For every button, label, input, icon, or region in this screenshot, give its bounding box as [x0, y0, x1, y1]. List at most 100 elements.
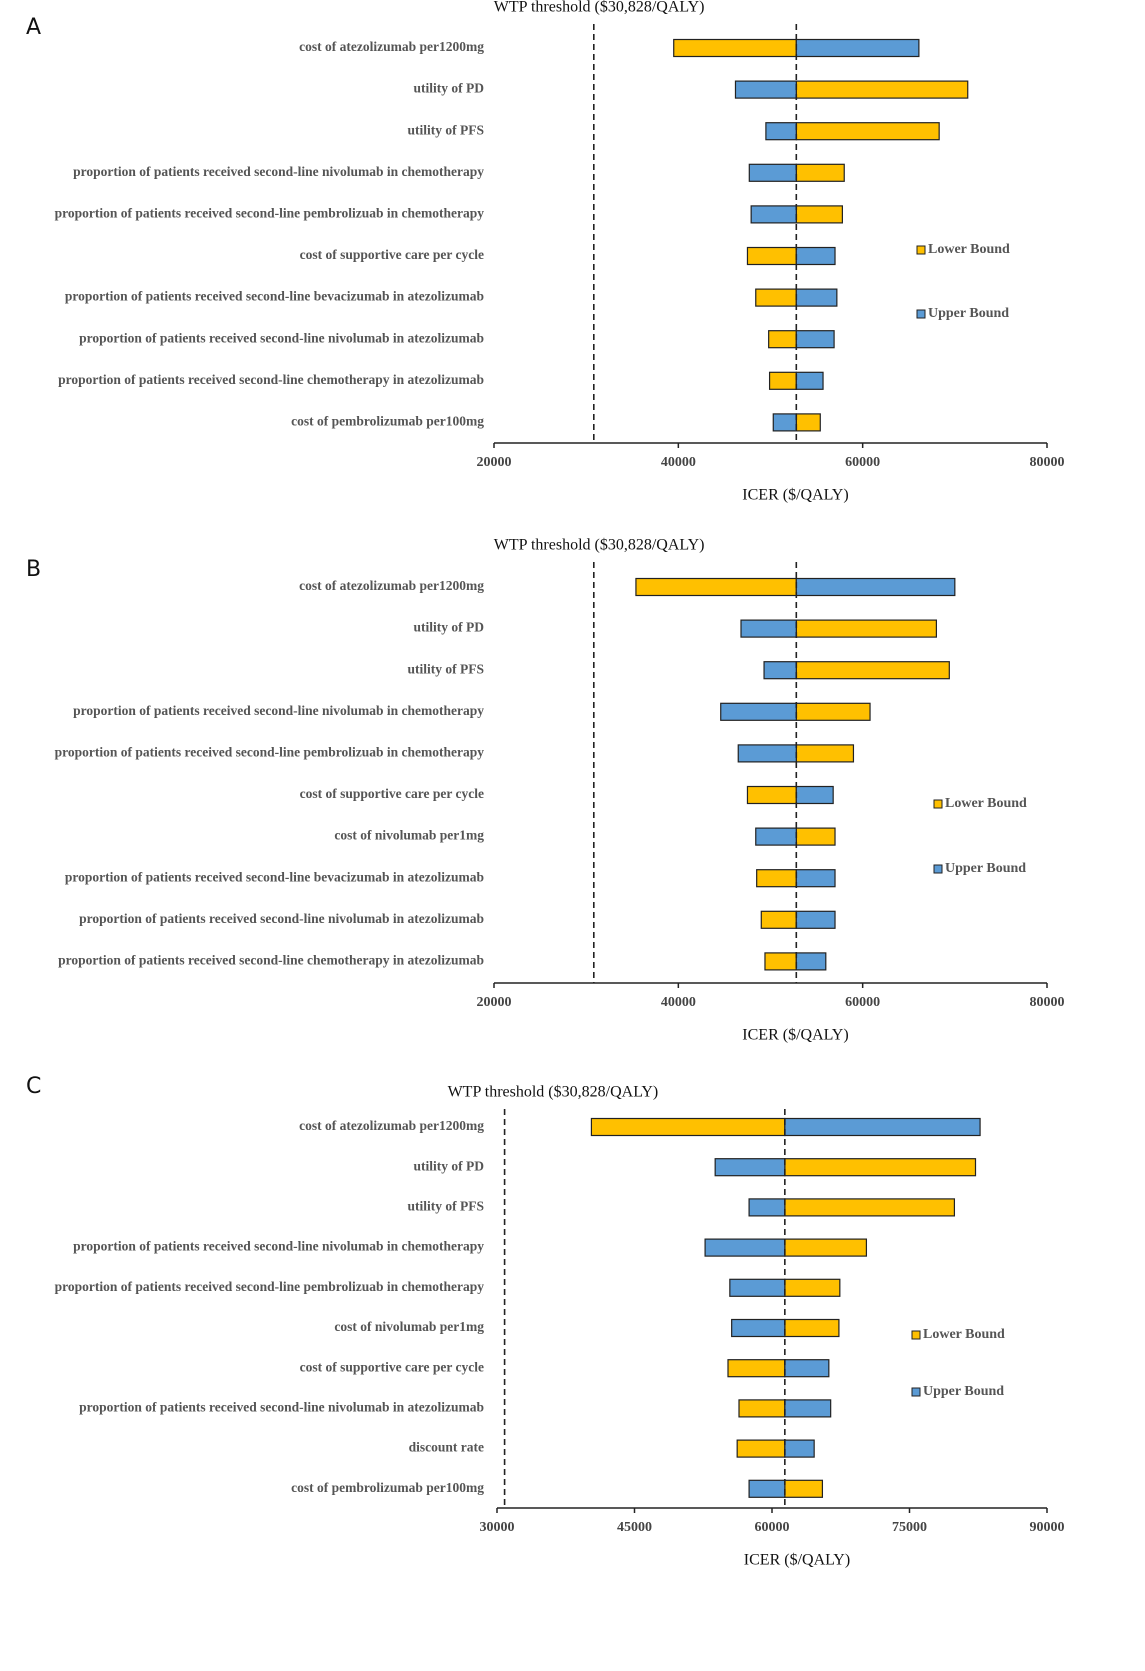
legend-swatch [933, 799, 943, 809]
category-label: proportion of patients received second-l… [58, 372, 484, 387]
category-label: cost of supportive care per cycle [300, 247, 484, 262]
bar [746, 246, 797, 266]
bar [720, 702, 797, 721]
category-label: proportion of patients received second-l… [79, 330, 484, 345]
category-label: cost of atezolizumab per1200mg [299, 39, 484, 54]
x-tick-label: 90000 [1030, 1520, 1065, 1535]
bar [784, 1117, 981, 1137]
x-tick-label: 30000 [480, 1520, 515, 1535]
x-tick-label: 40000 [661, 455, 696, 470]
bar [704, 1238, 786, 1257]
panel-label: A [26, 15, 41, 40]
category-label: cost of atezolizumab per1200mg [299, 1118, 484, 1133]
bar [784, 1238, 868, 1257]
threshold-label: WTP threshold ($30,828/QALY) [494, 0, 705, 16]
category-label: proportion of patients received second-l… [65, 869, 484, 884]
bar [795, 80, 969, 99]
x-tick-label: 20000 [477, 995, 512, 1010]
bar [590, 1117, 786, 1137]
legend-label: Upper Bound [928, 306, 1009, 321]
bar [764, 952, 797, 971]
bar [714, 1158, 786, 1177]
bar [737, 744, 797, 763]
bar [795, 785, 834, 805]
bar [795, 952, 827, 971]
bar [795, 869, 836, 888]
category-label: cost of supportive care per cycle [300, 1359, 484, 1374]
category-label: proportion of patients received second-l… [73, 1239, 484, 1254]
category-label: proportion of patients received second-l… [79, 1399, 484, 1414]
legend-label: Upper Bound [945, 861, 1026, 876]
bar [795, 827, 836, 846]
bar [748, 1479, 786, 1498]
bar [748, 1198, 786, 1217]
x-tick-label: 60000 [845, 455, 880, 470]
bar [795, 619, 937, 638]
category-label: proportion of patients received second-l… [73, 703, 484, 718]
bar [795, 288, 838, 307]
category-label: cost of pembrolizumab per100mg [291, 413, 484, 428]
x-axis-label: ICER ($/QALY) [742, 487, 848, 504]
legend-swatch [916, 309, 926, 319]
bar [729, 1278, 786, 1297]
bar [772, 413, 797, 432]
category-label: proportion of patients received second-l… [65, 289, 484, 304]
bar [784, 1479, 824, 1498]
bar [746, 785, 797, 805]
legend-swatch [911, 1330, 921, 1340]
bar [755, 827, 797, 846]
category-label: proportion of patients received second-l… [55, 205, 485, 220]
legend-label: Upper Bound [923, 1384, 1004, 1399]
bar [784, 1278, 841, 1297]
bar [727, 1359, 786, 1378]
bar [760, 910, 797, 929]
bar [795, 330, 835, 349]
bar [795, 702, 871, 721]
bar [731, 1318, 786, 1338]
bar [795, 163, 845, 182]
threshold-label: WTP threshold ($30,828/QALY) [494, 537, 705, 554]
category-label: proportion of patients received second-l… [73, 164, 484, 179]
legend-label: Lower Bound [928, 242, 1010, 257]
bar [795, 910, 836, 929]
panel-label: B [26, 557, 41, 582]
x-tick-label: 60000 [845, 995, 880, 1010]
category-label: discount rate [409, 1440, 484, 1455]
bar [784, 1399, 832, 1418]
bar [784, 1198, 956, 1217]
bar [738, 1399, 786, 1418]
category-label: proportion of patients received second-l… [55, 744, 485, 759]
x-tick-label: 60000 [755, 1520, 790, 1535]
bar [740, 619, 797, 638]
category-label: proportion of patients received second-l… [55, 1279, 485, 1294]
bar [795, 744, 855, 763]
legend-label: Lower Bound [945, 796, 1027, 811]
x-axis-label: ICER ($/QALY) [744, 1552, 850, 1569]
bar [795, 371, 824, 390]
legend-label: Lower Bound [923, 1327, 1005, 1342]
bar [795, 577, 956, 597]
x-tick-label: 80000 [1030, 995, 1065, 1010]
x-tick-label: 45000 [617, 1520, 652, 1535]
legend-swatch [916, 245, 926, 255]
bar [768, 371, 797, 390]
bar [763, 661, 797, 680]
category-label: proportion of patients received second-l… [79, 911, 484, 926]
x-tick-label: 75000 [892, 1520, 927, 1535]
bar [673, 38, 797, 58]
bar [795, 661, 950, 680]
bar [795, 122, 940, 141]
category-label: utility of PFS [408, 122, 485, 137]
x-tick-label: 40000 [661, 995, 696, 1010]
bar [765, 122, 797, 141]
bar [795, 38, 920, 58]
bar [756, 869, 797, 888]
category-label: utility of PD [414, 1158, 485, 1173]
category-label: utility of PFS [408, 1198, 485, 1213]
bar [768, 330, 797, 349]
category-label: cost of nivolumab per1mg [334, 828, 484, 843]
bar [795, 413, 821, 432]
bar [784, 1439, 815, 1458]
threshold-label: WTP threshold ($30,828/QALY) [448, 1084, 659, 1101]
